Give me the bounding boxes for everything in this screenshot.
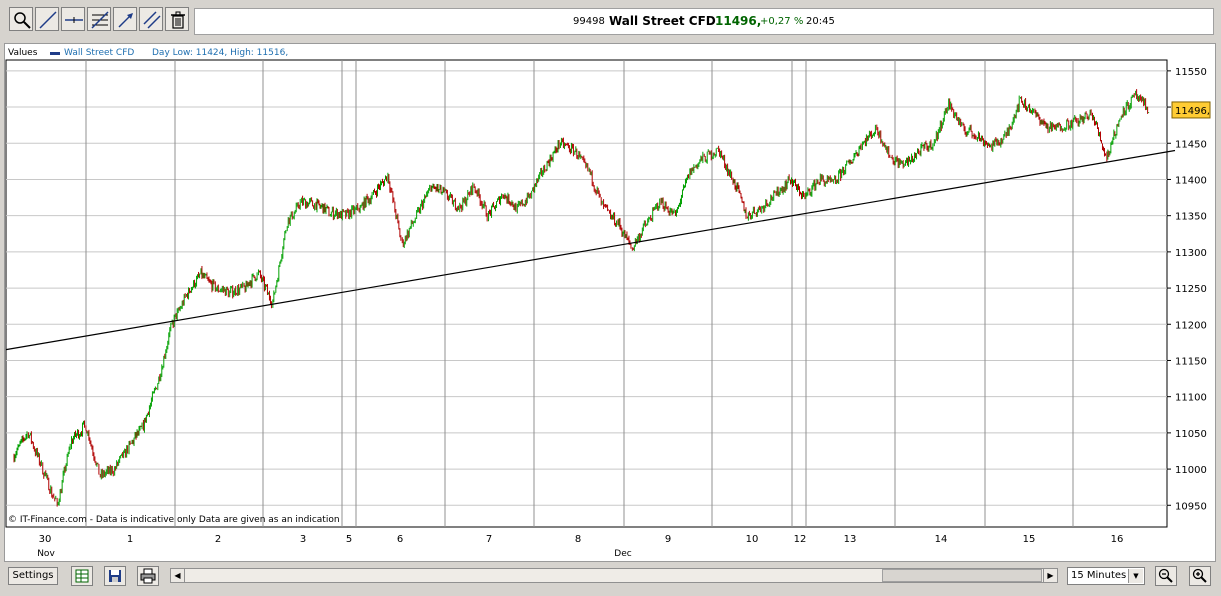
x-tick-label: 13: [844, 534, 857, 545]
y-tick-label: 11300: [1175, 248, 1207, 259]
y-tick-label: 11200: [1175, 320, 1207, 331]
zoom-tool-button[interactable]: [9, 7, 33, 31]
x-tick-label: 14: [935, 534, 948, 545]
x-tick-label: 2: [215, 534, 221, 545]
x-tick-label: 9: [665, 534, 671, 545]
y-tick-label: 11550: [1175, 67, 1207, 78]
interval-value: 15 Minutes: [1071, 570, 1127, 581]
floppy-disk-icon: [109, 570, 121, 582]
y-tick-label: 11050: [1175, 429, 1207, 440]
x-tick-label: 15: [1023, 534, 1036, 545]
current-price-tag: [1171, 101, 1211, 119]
arrow-line-icon: [118, 13, 133, 28]
x-tick-label: 12: [794, 534, 807, 545]
instrument-code: 99498: [573, 16, 605, 27]
horizontal-line-button[interactable]: [61, 7, 85, 31]
legend-swatch: [50, 52, 60, 55]
x-month-label: Nov: [37, 549, 55, 559]
legend-series-label: Wall Street CFD: [64, 48, 135, 58]
zoom-in-button[interactable]: [1189, 566, 1211, 586]
x-tick-label: 6: [397, 534, 403, 545]
x-tick-label: 8: [575, 534, 581, 545]
zoom-out-button[interactable]: [1155, 566, 1177, 586]
save-button[interactable]: [104, 566, 126, 586]
quote-time: 20:45: [806, 16, 835, 27]
horizontal-line-icon: [65, 17, 83, 23]
delete-button[interactable]: [165, 7, 189, 31]
fibonacci-button[interactable]: [87, 7, 111, 31]
y-tick-label: 11250: [1175, 284, 1207, 295]
y-tick-label: 11000: [1175, 465, 1207, 476]
draw-line-icon: [39, 11, 57, 29]
y-tick-label: 11400: [1175, 175, 1207, 186]
chevron-down-icon[interactable]: ▼: [1128, 569, 1143, 583]
export-button[interactable]: [71, 566, 93, 586]
price-change: +0,27 %: [760, 16, 804, 27]
quote-header: 99498 Wall Street CFD 11496, +0,27 % 20:…: [194, 8, 1214, 35]
spreadsheet-icon: [75, 569, 89, 583]
x-tick-label: 7: [486, 534, 492, 545]
x-month-label: Dec: [614, 549, 631, 559]
y-tick-label: 11150: [1175, 356, 1207, 367]
x-tick-label: 30: [39, 534, 52, 545]
current-price-label: 11496,: [1175, 106, 1210, 117]
data-credit: © IT-Finance.com - Data is indicative on…: [8, 515, 340, 525]
x-tick-label: 3: [300, 534, 306, 545]
y-tick-label: 11100: [1175, 393, 1207, 404]
scroll-right-icon[interactable]: ▶: [1043, 568, 1058, 583]
price-chart[interactable]: 10950 11000 11050 11100 11150 11200 11250 11300…: [0, 0, 1221, 562]
y-tick-label: 10950: [1175, 501, 1207, 512]
zoom-out-icon: [1158, 568, 1173, 583]
draw-line-button[interactable]: [35, 7, 59, 31]
scroll-left-icon[interactable]: ◀: [170, 568, 185, 583]
printer-icon: [140, 568, 156, 584]
y-tick-label: 11350: [1175, 212, 1207, 223]
x-tick-label: 10: [746, 534, 759, 545]
x-tick-label: 1: [127, 534, 133, 545]
trash-icon: [171, 11, 185, 29]
parallel-lines-button[interactable]: [139, 7, 163, 31]
last-price: 11496,: [715, 14, 762, 28]
y-tick-label: 11450: [1175, 139, 1207, 150]
instrument-name: Wall Street CFD: [609, 14, 716, 28]
scrollbar-thumb[interactable]: [882, 569, 1042, 582]
values-label: Values: [8, 48, 38, 58]
zoom-tool-icon: [14, 12, 31, 29]
trendline[interactable]: [5, 149, 1176, 351]
zoom-in-icon: [1192, 568, 1207, 583]
plot-area: [5, 59, 1168, 528]
parallel-lines-icon: [143, 11, 161, 29]
print-button[interactable]: [137, 566, 159, 586]
price-series: [13, 89, 1150, 507]
x-tick-label: 5: [346, 534, 352, 545]
fibonacci-icon: [91, 11, 109, 29]
settings-button[interactable]: Settings: [8, 567, 58, 585]
day-range-label: Day Low: 11424, High: 11516,: [152, 48, 289, 58]
x-tick-label: 16: [1111, 534, 1124, 545]
interval-select[interactable]: 15 Minutes: [1067, 567, 1145, 585]
arrow-line-button[interactable]: [113, 7, 137, 31]
